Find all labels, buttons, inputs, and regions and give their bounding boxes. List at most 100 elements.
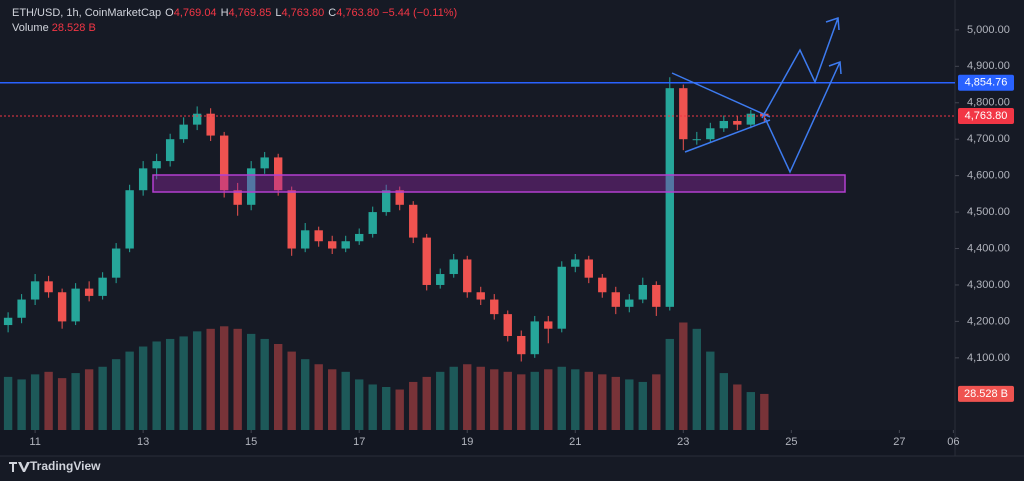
candle-body: [314, 230, 323, 242]
candle-body: [355, 233, 364, 242]
candle-body: [328, 241, 337, 249]
candle-body: [395, 190, 404, 205]
candle-body: [3, 317, 13, 326]
volume-bar: [260, 338, 269, 430]
volume-bar: [706, 351, 715, 430]
brand-name: TradingView: [30, 459, 101, 473]
triangle-upper: [671, 72, 771, 118]
arrow-head: [828, 60, 842, 75]
candle-body: [206, 113, 215, 136]
candle-body: [138, 168, 148, 191]
candle-body: [165, 139, 175, 162]
volume-bar: [328, 369, 337, 430]
candle-body: [125, 190, 134, 249]
candle-body: [544, 321, 553, 329]
volume-bar: [571, 369, 580, 430]
volume-bar: [125, 351, 134, 430]
candle-body: [503, 314, 512, 336]
ohlc-key: C: [328, 7, 337, 19]
candle-body: [517, 335, 526, 355]
candle-body: [301, 230, 310, 249]
volume-bar: [71, 373, 80, 430]
arrow-head: [825, 16, 840, 31]
volume-bar: [219, 326, 229, 430]
volume-bar: [111, 359, 121, 430]
candle-body: [652, 284, 661, 307]
y-tick-label: 4,700.00: [967, 133, 1010, 145]
volume-bar: [3, 376, 13, 430]
volume-bar: [760, 393, 769, 430]
support-zone: [152, 174, 846, 193]
brand: TradingView: [9, 459, 101, 473]
candle-body: [449, 259, 458, 275]
volume-bar: [436, 371, 445, 430]
ohlc-value: 4,763.80: [281, 7, 325, 19]
volume-bar: [368, 384, 377, 430]
x-tick-label: 27: [893, 436, 905, 448]
candle-body: [733, 120, 742, 125]
volume-bar: [98, 366, 107, 430]
candle-body: [571, 259, 580, 267]
volume-bar: [192, 331, 202, 430]
candle-body: [584, 259, 593, 278]
candle-body: [530, 321, 539, 355]
candle-body: [152, 161, 161, 169]
legend-row: ETH/USD, 1h, CoinMarketCap O4,769.04 H4,76…: [12, 6, 457, 21]
price-tag: [958, 107, 1014, 124]
volume-bar: [490, 369, 499, 430]
y-tick-label: 4,800.00: [967, 97, 1010, 109]
x-tick-label: 23: [677, 436, 689, 448]
legend: ETH/USD, 1h, CoinMarketCap O4,769.04 H4,76…: [12, 6, 457, 36]
x-tick-label: 21: [569, 436, 581, 448]
volume-bar: [746, 392, 756, 430]
volume-bar: [665, 338, 674, 430]
drawings: [671, 16, 842, 174]
volume-bar: [625, 379, 634, 430]
candle-body: [692, 139, 701, 141]
y-tick-label: 4,900.00: [967, 60, 1010, 72]
volume-bar: [422, 376, 431, 430]
volume-tag-label: 28.528 B: [964, 388, 1008, 400]
candle-body: [246, 168, 256, 205]
time-axis: [0, 430, 955, 456]
candle-body: [179, 124, 188, 140]
x-tick-label: 15: [245, 436, 257, 448]
candle-body: [17, 299, 26, 318]
volume-bar: [273, 344, 283, 430]
volume-bar: [638, 381, 647, 430]
volume-bar: [733, 384, 742, 430]
ohlc: O4,769.04 H4,769.85 L4,763.80 C4,763.80: [161, 7, 379, 19]
candle-body: [679, 88, 688, 140]
y-tick-label: 4,300.00: [967, 279, 1010, 291]
volume-bar: [355, 379, 364, 430]
volume-bar: [679, 322, 688, 430]
candle-body: [368, 212, 377, 234]
volume-bar: [382, 387, 391, 430]
volume-bar: [314, 364, 323, 430]
volume-bar: [84, 369, 94, 430]
volume-bar: [530, 371, 539, 430]
volume-bar: [544, 369, 553, 430]
candle-body: [638, 284, 647, 300]
arrow-path-up: [761, 17, 839, 119]
triangle-lower: [684, 119, 771, 153]
volume-value: 28.528 B: [51, 22, 96, 34]
candle-body: [30, 281, 40, 300]
volume-bar: [206, 328, 215, 430]
x-tick-label: 06: [947, 436, 959, 448]
volume-bar: [138, 346, 148, 430]
y-tick-label: 4,100.00: [967, 352, 1010, 364]
candle-body: [665, 88, 674, 307]
candle-body: [57, 292, 67, 322]
legend-row: Volume 28.528 B: [12, 21, 457, 36]
candle-body: [273, 157, 283, 191]
volume-bar: [57, 378, 67, 430]
volume-bar: [341, 371, 350, 430]
volume-bar: [598, 374, 607, 430]
candle-body: [84, 288, 94, 296]
volume-bar: [719, 373, 728, 430]
candle-body: [476, 292, 485, 300]
volume-title: Volume: [12, 22, 49, 34]
